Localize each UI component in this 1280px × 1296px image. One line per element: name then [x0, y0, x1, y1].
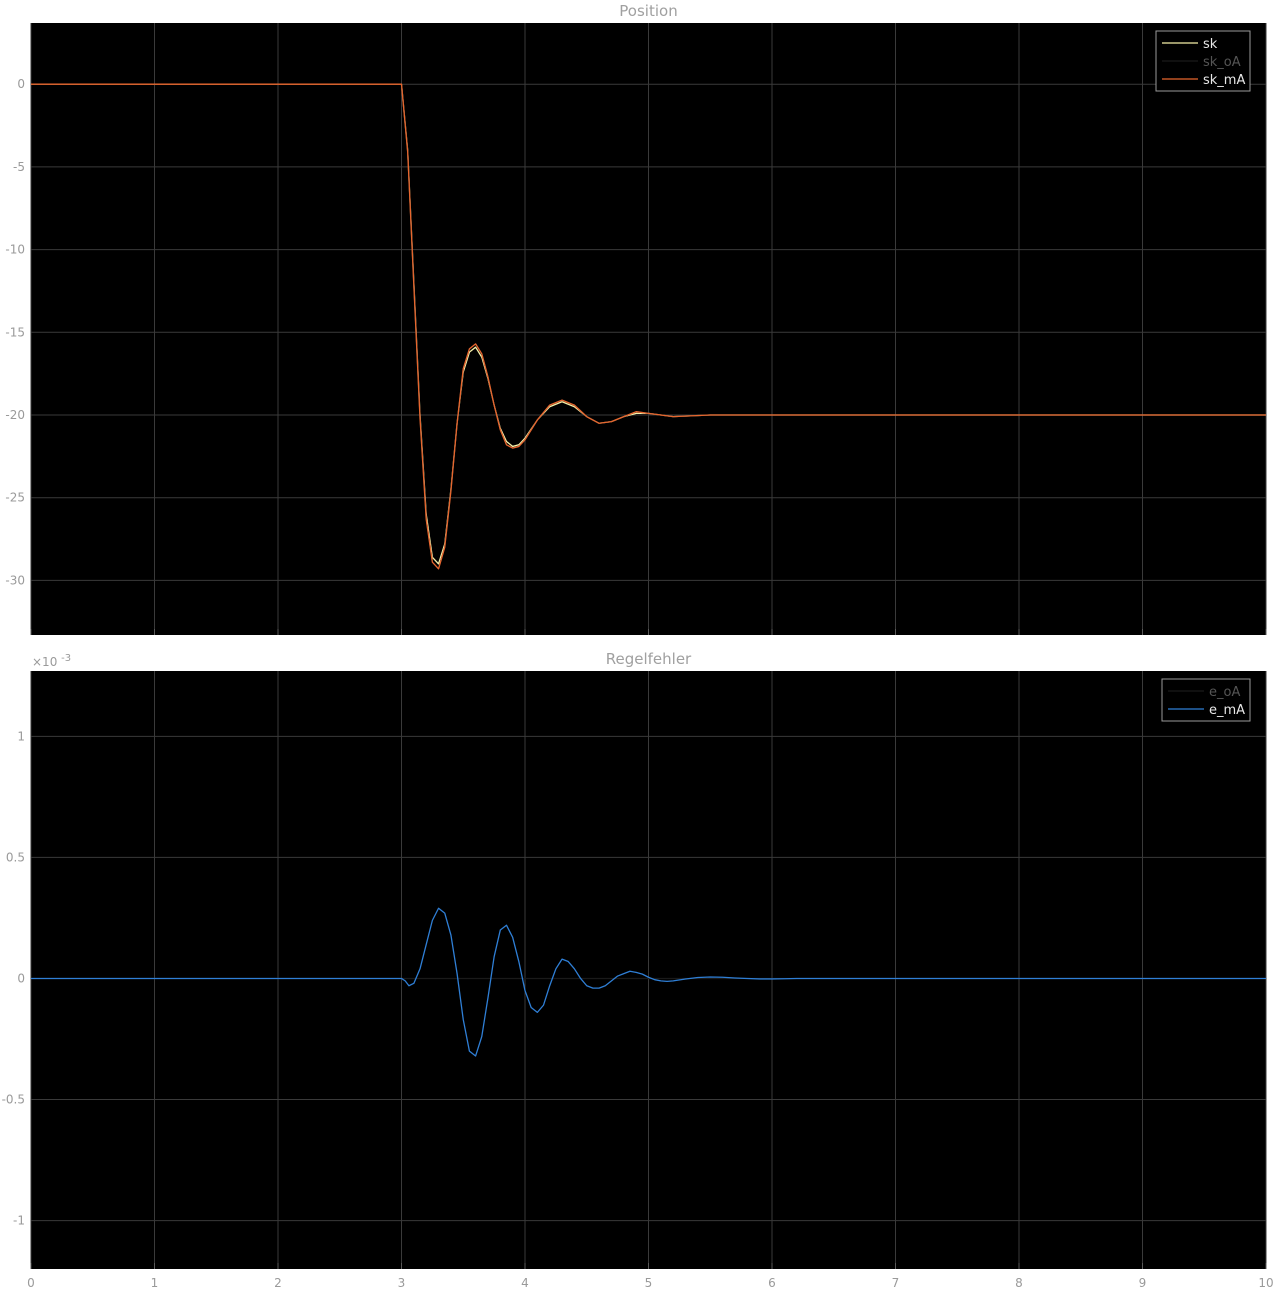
regelfehler-x-tick-label: 2 [274, 1276, 282, 1290]
regelfehler-x-tick-label: 0 [27, 1276, 35, 1290]
regelfehler-y-exponent: ×10 -3 [32, 653, 71, 669]
regelfehler-legend-label: e_mA [1209, 703, 1245, 718]
y-exponent-power: -3 [61, 653, 71, 664]
regelfehler-x-tick-label: 3 [398, 1276, 406, 1290]
regelfehler-chart: 1 0.5 0 -0.5 -1 0 1 2 3 4 5 6 7 8 9 10 Regelfehler ×10 … [2, 650, 1274, 1290]
regelfehler-y-tick-label: 0 [17, 971, 25, 985]
position-y-tick-label: -30 [5, 573, 25, 587]
regelfehler-legend-label: e_oA [1209, 685, 1240, 700]
y-exponent-base: ×10 [32, 655, 57, 669]
position-y-tick-label: -5 [13, 160, 25, 174]
regelfehler-title: Regelfehler [606, 650, 692, 668]
regelfehler-series-e-ma [31, 907, 1266, 1057]
regelfehler-x-tick-label: 6 [768, 1276, 776, 1290]
position-grid [30, 23, 1267, 635]
position-legend-label: sk [1203, 37, 1218, 52]
regelfehler-legend[interactable]: e_oA e_mA [1161, 678, 1251, 722]
position-series-group [31, 83, 1266, 570]
position-title: Position [619, 2, 677, 20]
regelfehler-y-tick-label: -0.5 [2, 1093, 25, 1107]
position-legend[interactable]: sk sk_oA sk_mA [1155, 30, 1251, 92]
position-y-tick-label: 0 [17, 77, 25, 91]
position-tick-labels: 0 -5 -10 -15 -20 -25 -30 [5, 77, 25, 587]
position-y-tick-label: -15 [5, 325, 25, 339]
position-legend-label: sk_mA [1203, 73, 1245, 88]
regelfehler-x-tick-label: 8 [1015, 1276, 1023, 1290]
regelfehler-x-tick-label: 7 [892, 1276, 900, 1290]
regelfehler-x-tick-label: 10 [1258, 1276, 1273, 1290]
position-series-sk-ma [31, 83, 1266, 570]
regelfehler-y-tick-label: -1 [13, 1214, 25, 1228]
regelfehler-legend-box [1161, 678, 1251, 722]
regelfehler-x-tick-label: 4 [521, 1276, 529, 1290]
position-y-tick-label: -25 [5, 491, 25, 505]
position-y-tick-label: -20 [5, 408, 25, 422]
regelfehler-x-tick-label: 9 [1139, 1276, 1147, 1290]
regelfehler-y-tick-label: 0.5 [6, 850, 25, 864]
position-chart: 0 -5 -10 -15 -20 -25 -30 Position sk sk_oA sk_mA [5, 2, 1267, 635]
regelfehler-x-tick-label: 1 [151, 1276, 159, 1290]
regelfehler-x-tick-label: 5 [645, 1276, 653, 1290]
position-legend-label: sk_oA [1203, 55, 1241, 70]
regelfehler-y-tick-label: 1 [17, 729, 25, 743]
regelfehler-series-group [31, 907, 1266, 1057]
position-y-tick-label: -10 [5, 243, 25, 257]
regelfehler-tick-labels: 1 0.5 0 -0.5 -1 0 1 2 3 4 5 6 7 8 9 10 [2, 729, 1274, 1290]
